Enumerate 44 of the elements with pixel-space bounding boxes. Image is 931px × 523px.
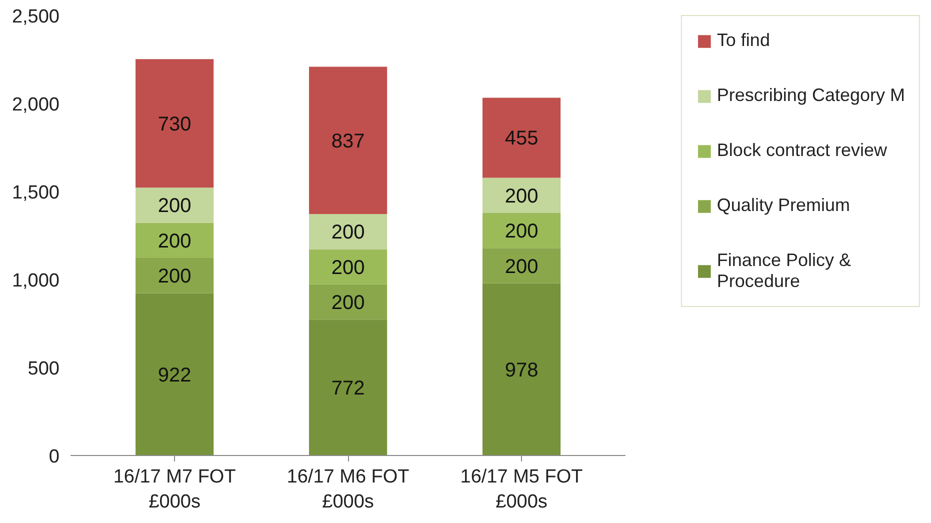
data-label: 200 [504, 256, 538, 278]
x-tick-label: 16/17 M7 FOT £000s [113, 466, 236, 513]
data-label: 200 [504, 220, 538, 243]
x-tick-label: 16/17 M6 FOT £000s [286, 466, 410, 513]
y-tick-label: 2,000 [12, 94, 60, 116]
data-label: 455 [504, 128, 538, 150]
x-tick-label: 16/17 M5 FOT £000s [460, 466, 584, 513]
bar [136, 59, 214, 188]
data-label: 200 [158, 195, 192, 218]
data-label: 200 [504, 185, 538, 208]
bar [482, 212, 561, 248]
bar [136, 293, 214, 456]
bar [482, 98, 561, 178]
data-label: 730 [158, 113, 192, 136]
bar [482, 283, 561, 456]
bar [309, 249, 388, 284]
y-tick-label: 1,000 [12, 270, 60, 292]
bar [136, 222, 214, 258]
y-tick-label: 0 [48, 446, 60, 468]
legend-label: Finance Policy & Procedure [716, 250, 851, 292]
y-tick-label: 2,500 [12, 6, 60, 28]
y-tick-label: 1,500 [12, 182, 60, 204]
data-label: 200 [331, 222, 365, 244]
data-label: 978 [504, 359, 538, 382]
legend-label: Prescribing Category M [716, 85, 905, 106]
bar [482, 178, 561, 213]
data-label: 837 [331, 130, 365, 152]
bar [309, 214, 388, 250]
data-label: 922 [158, 364, 192, 386]
legend-label: Quality Premium [716, 195, 850, 216]
legend-label: Block contract review [716, 140, 887, 161]
data-label: 200 [158, 230, 192, 252]
bar [309, 66, 388, 214]
data-label: 772 [331, 378, 365, 400]
y-tick-label: 500 [28, 358, 60, 380]
bar [482, 248, 561, 284]
bar [309, 284, 388, 320]
data-label: 200 [331, 256, 365, 279]
bar [136, 258, 214, 294]
bar [309, 320, 388, 456]
data-label: 200 [158, 266, 192, 288]
bar [136, 188, 214, 223]
legend-label: To find [716, 30, 770, 51]
data-label: 200 [331, 292, 365, 314]
